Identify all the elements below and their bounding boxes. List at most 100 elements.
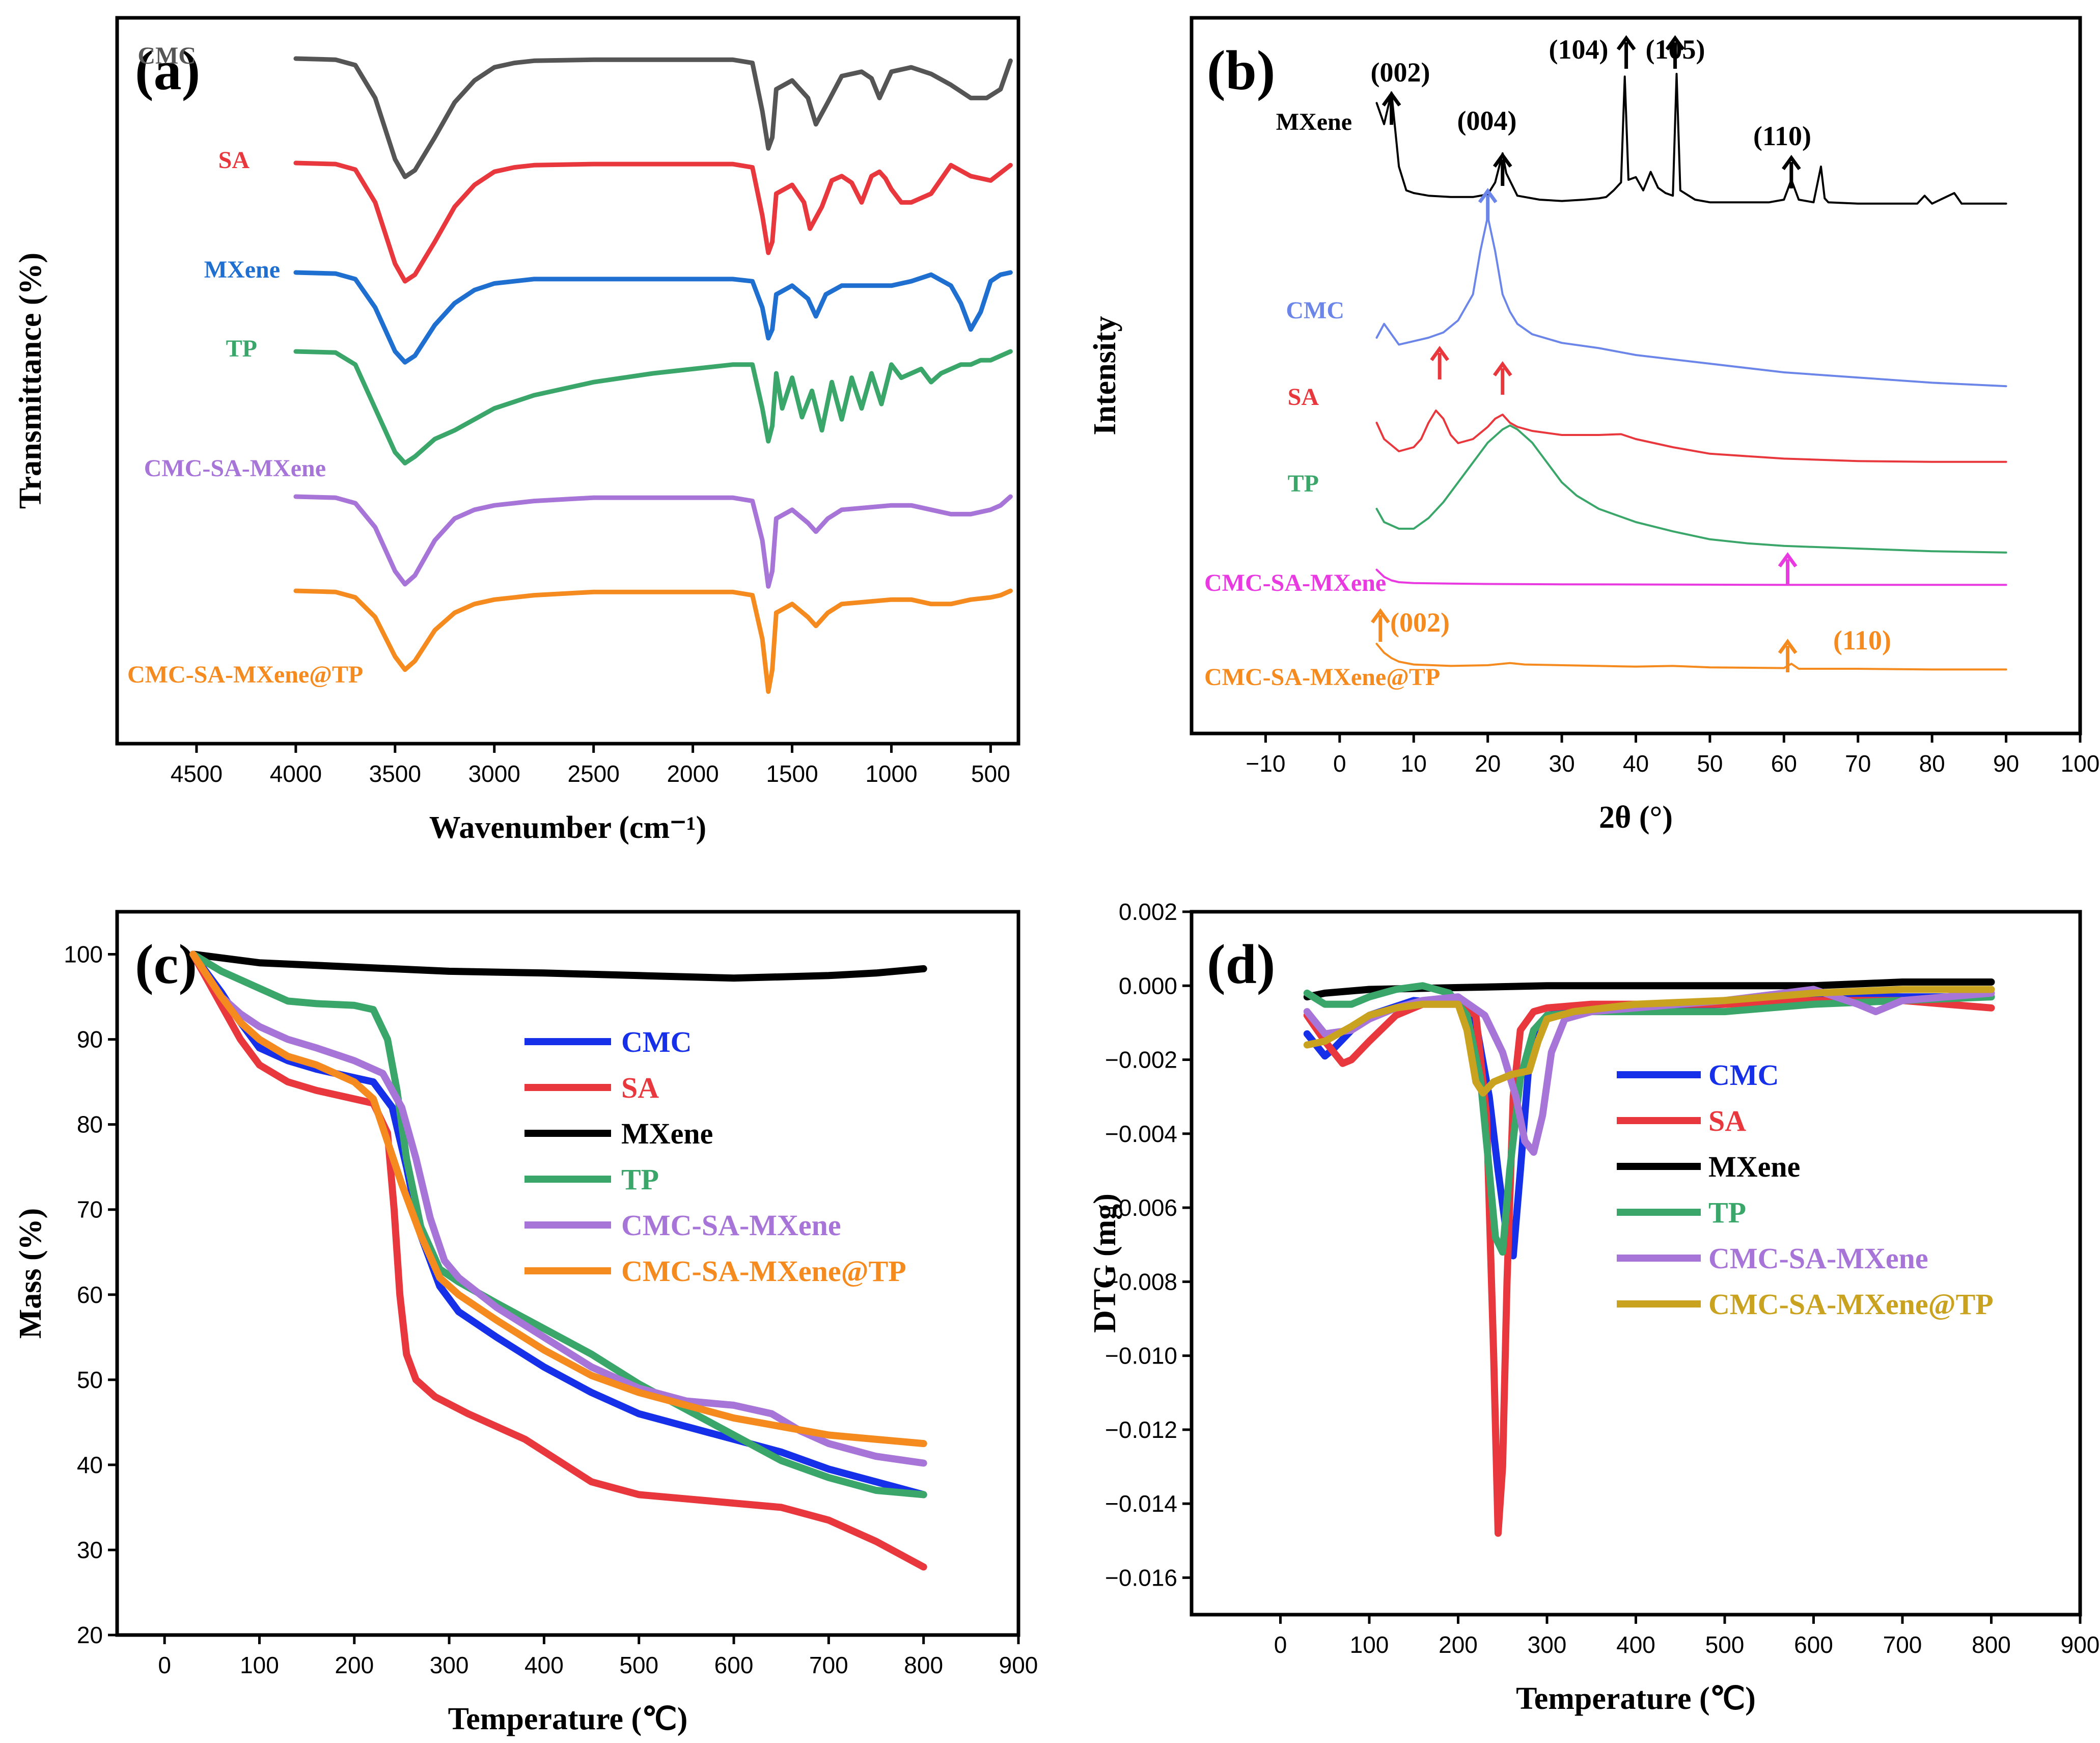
panel-c-ytick-label-7: 90 <box>77 1026 103 1053</box>
panel-a-series-0-label: CMC <box>137 42 196 69</box>
panel-b-comp-hkl-1: (110) <box>1833 625 1891 656</box>
panel-d-ytick-label-4: −0.006 <box>1105 1194 1177 1221</box>
panel-c-xtick-label-3: 300 <box>430 1652 469 1678</box>
panel-c-xlabel: Temperature (℃) <box>448 1702 688 1736</box>
panel-b-mxene-arrow-2-head <box>1616 35 1636 51</box>
panel-b-series-5-label: CMC-SA-MXene@TP <box>1204 664 1440 691</box>
panel-a-series-0-line <box>293 56 1013 179</box>
panel-d-panel-label: (d) <box>1207 933 1275 995</box>
panel-d-xtick-label-3: 300 <box>1528 1631 1567 1658</box>
panel-d-legend-label-1: SA <box>1708 1104 1746 1137</box>
panel-d-ytick-label-5: −0.008 <box>1105 1268 1177 1295</box>
panel-c-ytick-label-6: 80 <box>77 1111 103 1138</box>
panel-d-series-3-line <box>1303 982 1995 1256</box>
panel-b-series-3-line <box>1375 424 2007 554</box>
panel-b-cmcsamx-arrow-head <box>1778 552 1798 568</box>
panel-b-series-2-label: SA <box>1288 384 1319 411</box>
panel-c-series-4-line <box>189 950 927 1467</box>
panel-c-ytick-label-0: 20 <box>77 1622 103 1648</box>
panel-d-series-5-line <box>1303 986 1995 1097</box>
panel-a-xtick-label-6: 1500 <box>766 760 818 787</box>
panel-b-xtick-label-7: 60 <box>1771 750 1797 777</box>
panel-d-xtick-label-5: 500 <box>1705 1631 1745 1658</box>
panel-b-xtick-label-2: 10 <box>1401 750 1427 777</box>
panel-c-legend-label-4: CMC-SA-MXene <box>621 1209 841 1242</box>
panel-b-mxene-hkl-1: (004) <box>1457 105 1517 136</box>
panel-c-ytick-label-1: 30 <box>77 1537 103 1563</box>
panel-d-xtick-label-1: 100 <box>1350 1631 1389 1658</box>
panel-c-panel-label: (c) <box>135 933 197 995</box>
panel-d-xtick-label-6: 600 <box>1794 1631 1833 1658</box>
panel-d-xlabel: Temperature (℃) <box>1516 1681 1756 1716</box>
panel-b-xtick-label-6: 50 <box>1697 750 1723 777</box>
panel-b-comp-hkl-0: (002) <box>1390 607 1450 638</box>
panel-b-series-3-label: TP <box>1288 470 1319 497</box>
panel-b-xtick-label-0: −10 <box>1246 750 1285 777</box>
panel-c-xtick-label-5: 500 <box>619 1652 658 1678</box>
panel-c-xtick-label-8: 800 <box>904 1652 943 1678</box>
panel-b-series-1-line <box>1375 215 2007 388</box>
panel-c-legend-label-3: TP <box>621 1163 659 1196</box>
panel-c-xtick-label-9: 900 <box>999 1652 1038 1678</box>
panel-a-xtick-label-7: 1000 <box>865 760 917 787</box>
panel-b-comp-arrow-2-head <box>1778 639 1798 655</box>
panel-b-mxene-hkl-4: (110) <box>1753 121 1811 151</box>
panel-a-xtick-label-0: 4500 <box>171 760 223 787</box>
panel-c-xtick-label-1: 100 <box>240 1652 279 1678</box>
panel-d-legend-label-4: CMC-SA-MXene <box>1708 1242 1928 1275</box>
panel-a-xtick-label-4: 2500 <box>568 760 620 787</box>
panel-a-series-4-line <box>293 494 1013 589</box>
panel-c-legend-label-1: SA <box>621 1071 659 1104</box>
panel-b-mxene-arrow-4-head <box>1782 155 1801 171</box>
panel-c-ytick-label-8: 100 <box>64 941 103 968</box>
panel-c-legend-label-5: CMC-SA-MXene@TP <box>621 1255 906 1288</box>
panel-b-xtick-label-8: 70 <box>1845 750 1871 777</box>
panel-a-series-5-line <box>293 588 1013 694</box>
panel-c-ylabel: Mass (%) <box>13 1208 48 1339</box>
panel-c-ytick-label-3: 50 <box>77 1367 103 1393</box>
panel-b-series-2-line <box>1375 410 2007 463</box>
panel-a-frame <box>115 16 1020 746</box>
panel-b-ylabel: Intensity <box>1088 316 1122 435</box>
panel-b-xtick-label-5: 40 <box>1623 750 1649 777</box>
panel-d-legend-label-5: CMC-SA-MXene@TP <box>1708 1288 1994 1321</box>
panel-a-series-2-line <box>293 270 1013 365</box>
panel-c-xtick-label-2: 200 <box>335 1652 374 1678</box>
panel-a-panel-label: (a) <box>135 39 200 101</box>
panel-b-mxene-hkl-3: (105) <box>1646 34 1705 65</box>
panel-c-xtick-label-6: 600 <box>714 1652 754 1678</box>
panel-c-ytick-label-4: 60 <box>77 1282 103 1308</box>
panel-a-xtick-label-2: 3500 <box>369 760 421 787</box>
panel-a-series-1-line <box>293 160 1013 284</box>
panel-d-series-1-line <box>1303 997 1995 1537</box>
panel-b-mxene-arrow-3-head <box>1665 35 1685 51</box>
panel-b-series-0-label: MXene <box>1276 108 1352 135</box>
panel-b-xtick-label-4: 30 <box>1549 750 1574 777</box>
panel-c-series-2-line <box>189 950 927 982</box>
panel-b-mxene-arrow-0-head <box>1381 91 1401 107</box>
panel-d-legend-label-3: TP <box>1708 1196 1746 1229</box>
panel-d-ytick-label-2: −0.002 <box>1105 1047 1177 1073</box>
panel-b-series-1-label: CMC <box>1286 297 1344 324</box>
panel-a-series-3-label: TP <box>226 335 257 362</box>
panel-a-series-4-label: CMC-SA-MXene <box>144 455 326 482</box>
panel-c-legend-label-0: CMC <box>621 1025 692 1058</box>
panel-d-ytick-label-9: −0.016 <box>1105 1564 1177 1591</box>
panel-d-xtick-label-7: 700 <box>1883 1631 1922 1658</box>
panel-b-xlabel: 2θ (°) <box>1599 800 1673 835</box>
panel-b-xtick-label-3: 20 <box>1475 750 1501 777</box>
panel-c-ytick-label-5: 70 <box>77 1196 103 1223</box>
panel-b-mxene-arrow-1-head <box>1493 152 1512 168</box>
panel-b-cmc-arrow-head <box>1478 188 1498 204</box>
panel-c-ytick-label-2: 40 <box>77 1452 103 1478</box>
panel-d-ytick-label-8: −0.014 <box>1105 1490 1177 1517</box>
panel-a-xlabel: Wavenumber (cm⁻¹) <box>429 810 706 845</box>
panel-c-frame <box>115 910 1020 1637</box>
panel-b-series-4-label: CMC-SA-MXene <box>1204 569 1386 596</box>
panel-a-xtick-label-5: 2000 <box>667 760 719 787</box>
panel-a-xtick-label-8: 500 <box>971 760 1010 787</box>
panel-a-series-2-label: MXene <box>204 256 280 283</box>
panel-c-series-5-line <box>189 950 927 1448</box>
panel-b-xtick-label-10: 90 <box>1993 750 2019 777</box>
panel-b-series-4-line <box>1375 568 2007 586</box>
